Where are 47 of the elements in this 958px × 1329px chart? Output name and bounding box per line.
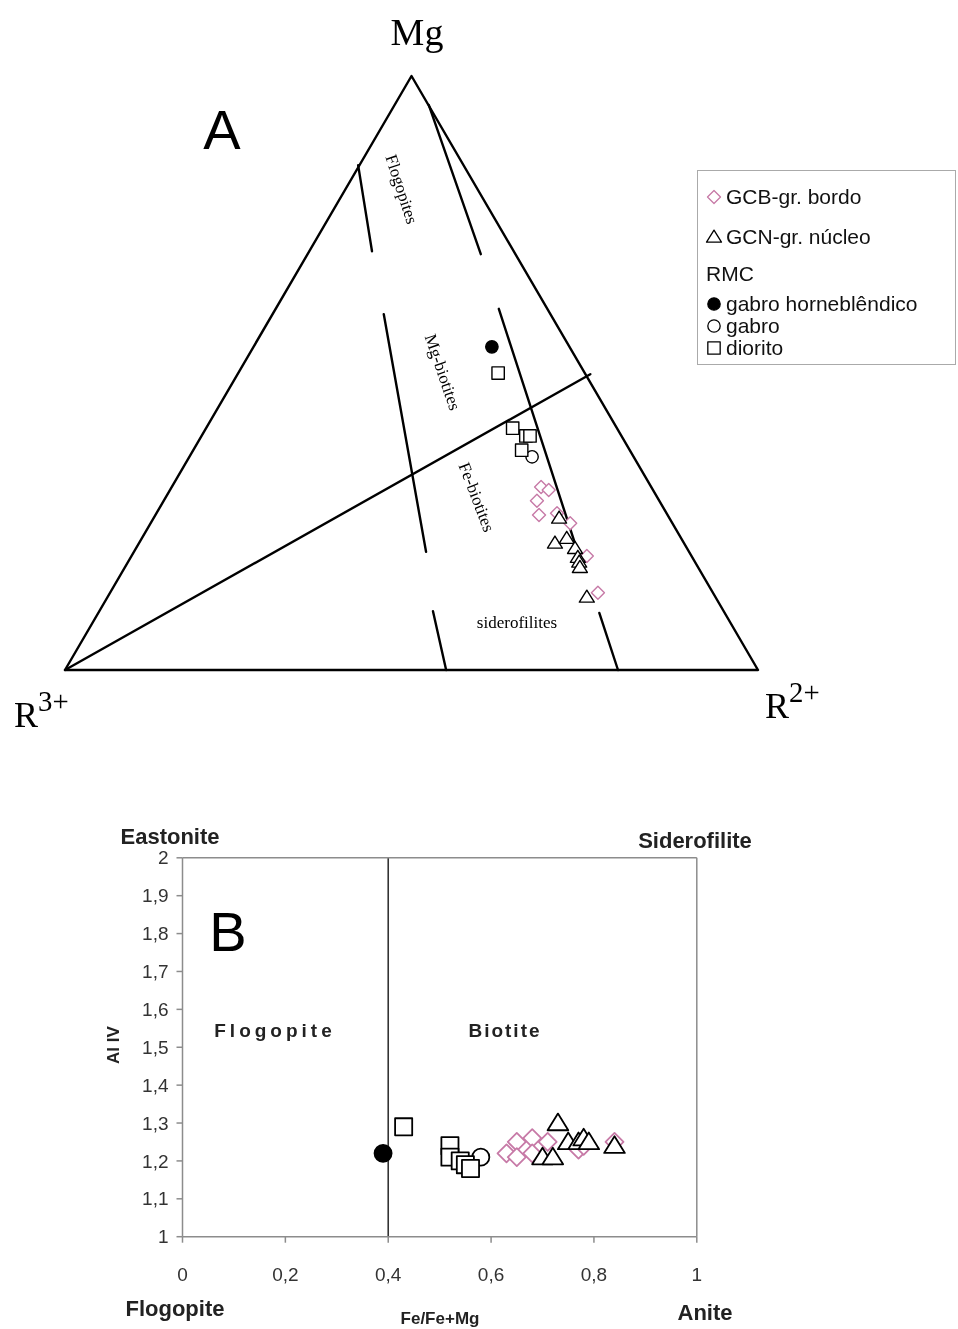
legend-label: GCN-gr. núcleo bbox=[726, 224, 871, 250]
annotation: Biotite bbox=[468, 1019, 542, 1041]
y-tick-label: 2 bbox=[157, 847, 169, 869]
legend-label: diorito bbox=[726, 336, 784, 361]
text: Siderofilite bbox=[638, 828, 752, 853]
y-tick-label: 1,8 bbox=[142, 923, 169, 945]
legend-label: GCB-gr. bordo bbox=[726, 184, 862, 210]
point bbox=[546, 1112, 570, 1132]
text: A bbox=[203, 98, 242, 161]
point bbox=[522, 1128, 543, 1149]
x-tick-label: 1 bbox=[691, 1263, 703, 1285]
legend-label: gabro horneblêndico bbox=[726, 291, 918, 317]
x-tick-label: 0,2 bbox=[272, 1263, 299, 1285]
point bbox=[394, 1117, 414, 1137]
text: Anite bbox=[677, 1300, 733, 1325]
y-axis-title: Al IV bbox=[103, 1025, 123, 1064]
point bbox=[541, 1146, 565, 1166]
y-tick-label: 1,9 bbox=[142, 885, 169, 907]
text: R$^{3+}$ bbox=[14, 685, 69, 735]
y-tick-label: 1,2 bbox=[142, 1150, 169, 1172]
point bbox=[461, 1159, 480, 1178]
x-tick-label: 0 bbox=[177, 1263, 188, 1285]
text: B bbox=[209, 900, 247, 963]
point bbox=[577, 1131, 601, 1151]
legend-title: RMC bbox=[706, 261, 754, 287]
y-tick-label: 1,3 bbox=[142, 1112, 169, 1134]
x-axis-title: Fe/Fe+Mg bbox=[400, 1309, 480, 1328]
y-tick-label: 1,6 bbox=[142, 999, 169, 1021]
x-tick-label: 0,6 bbox=[477, 1263, 505, 1285]
y-tick-label: 1 bbox=[157, 1226, 169, 1248]
text: Flogopite bbox=[125, 1296, 225, 1321]
text: R$^{2+}$ bbox=[765, 676, 820, 726]
x-tick-label: 0,8 bbox=[580, 1263, 608, 1285]
point bbox=[537, 1132, 558, 1152]
text: Eastonite bbox=[120, 824, 220, 849]
point bbox=[506, 1147, 527, 1168]
point bbox=[506, 1132, 527, 1152]
legend-label: gabro bbox=[726, 314, 780, 339]
point bbox=[373, 1143, 393, 1163]
y-tick-label: 1,4 bbox=[142, 1074, 169, 1096]
annotation: Flogopite bbox=[214, 1019, 336, 1041]
text: siderofilites bbox=[476, 612, 558, 632]
y-tick-label: 1,5 bbox=[142, 1036, 169, 1058]
x-tick-label: 0,4 bbox=[375, 1263, 402, 1285]
y-tick-label: 1,1 bbox=[142, 1188, 169, 1210]
y-tick-label: 1,7 bbox=[142, 961, 169, 983]
text: Mg bbox=[390, 11, 444, 53]
